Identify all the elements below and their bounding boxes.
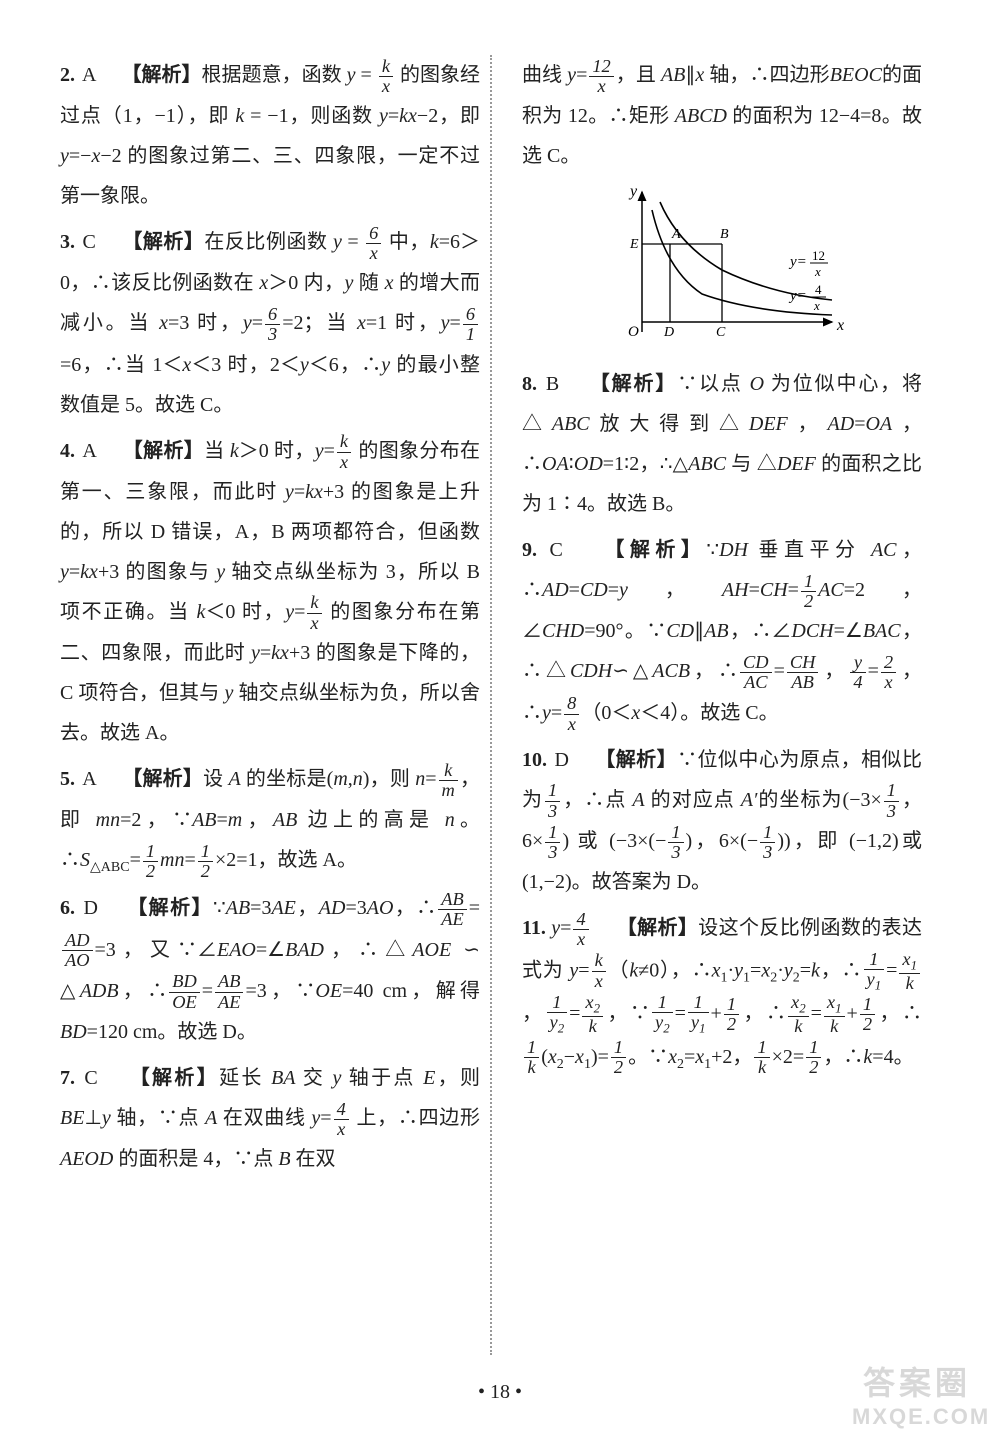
item-2: 2. A 【解析】根据题意，函数 y = kx 的图象经过点（1，−1），即 k… [60, 55, 480, 216]
item-number: 11. [522, 917, 546, 939]
page-content: 2. A 【解析】根据题意，函数 y = kx 的图象经过点（1，−1），即 k… [60, 55, 940, 1355]
item-number: 4. [60, 440, 75, 462]
item-answer: C [550, 539, 563, 561]
svg-text:x: x [836, 317, 844, 334]
svg-text:y: y [628, 183, 638, 200]
item-answer: A [82, 64, 96, 86]
item-number: 6. [60, 897, 75, 919]
item-answer: C [84, 1067, 97, 1089]
watermark-bottom: MXQE.COM [852, 1404, 982, 1430]
item-9: 9. C 【解析】∵DH 垂直平分 AC，∴AD=CD=y，AH=CH=12AC… [522, 530, 922, 734]
analysis-tag: 【解析】 [123, 440, 204, 462]
item-11: 11. y=4x 【解析】设这个反比例函数的表达式为 y=kx（k≠0），∴x1… [522, 908, 922, 1078]
item-number: 9. [522, 539, 537, 561]
item-number: 5. [60, 768, 75, 790]
item-5: 5. A 【解析】设 A 的坐标是(m,n)，则 n=km，即 mn=2，∵AB… [60, 759, 480, 882]
analysis-tag: 【解析】 [122, 231, 204, 253]
svg-text:D: D [663, 325, 674, 340]
item-10: 10. D 【解析】∵位似中心为原点，相似比为13，∴点 A 的对应点 A′的坐… [522, 740, 922, 902]
item-answer: C [83, 231, 96, 253]
item-answer: A [82, 768, 96, 790]
watermark: 答案圈 MXQE.COM [852, 1358, 982, 1430]
svg-text:B: B [720, 227, 729, 242]
item-7: 7. C 【解析】延长 BA 交 y 轴于点 E，则 BE⊥y 轴，∵点 A 在… [60, 1058, 480, 1179]
watermark-top: 答案圈 [852, 1358, 982, 1404]
svg-text:4: 4 [815, 282, 822, 297]
svg-text:y=: y= [788, 288, 807, 304]
item-6: 6. D 【解析】∵AB=3AE，AD=3AO，∴ABAE=ADAO=3，又∵∠… [60, 888, 480, 1052]
item-4: 4. A 【解析】当 k＞0 时，y=kx 的图象分布在第一、三象限，而此时 y… [60, 431, 480, 753]
item-number: 3. [60, 231, 75, 253]
right-column: 曲线 y=12x，且 AB∥x 轴，∴四边形BEOC的面积为 12。∴矩形 AB… [492, 55, 922, 1355]
item-number: 7. [60, 1067, 75, 1089]
svg-text:12: 12 [812, 248, 825, 263]
analysis-tag: 【解析】 [590, 373, 677, 395]
item-8: 8. B 【解析】∵以点 O 为位似中心，将△ABC放大得到△DEF，AD=OA… [522, 364, 922, 524]
analysis-tag: 【解析】 [122, 768, 203, 790]
svg-text:C: C [716, 325, 726, 340]
analysis-tag: 【解析】 [130, 1067, 219, 1089]
analysis-tag: 【解析】 [617, 917, 699, 939]
svg-text:x: x [813, 298, 820, 313]
svg-text:A: A [671, 227, 681, 242]
item-answer: A [82, 440, 96, 462]
left-column: 2. A 【解析】根据题意，函数 y = kx 的图象经过点（1，−1），即 k… [60, 55, 490, 1355]
page-footer: • 18 • [0, 1381, 1000, 1404]
page-number: • 18 • [478, 1381, 522, 1403]
analysis-tag: 【解析】 [604, 539, 706, 561]
figure-hyperbola: x y O E A B D C y= 12 x y= 4 x [592, 182, 852, 352]
item-number: 10. [522, 749, 547, 771]
item-answer: D [554, 749, 568, 771]
analysis-tag: 【解析】 [595, 749, 677, 771]
svg-text:E: E [629, 237, 639, 252]
analysis-tag: 【解析】 [122, 64, 202, 86]
item-3: 3. C 【解析】在反比例函数 y = 6x 中，k=6＞0，∴该反比例函数在 … [60, 222, 480, 424]
svg-text:y=: y= [788, 254, 807, 270]
item-7-cont: 曲线 y=12x，且 AB∥x 轴，∴四边形BEOC的面积为 12。∴矩形 AB… [522, 55, 922, 176]
analysis-tag: 【解析】 [127, 897, 213, 919]
svg-text:x: x [814, 264, 821, 279]
item-answer: y [551, 917, 560, 939]
item-answer: D [83, 897, 97, 919]
item-number: 2. [60, 64, 75, 86]
item-number: 8. [522, 373, 537, 395]
svg-text:O: O [628, 324, 639, 340]
item-answer: B [546, 373, 559, 395]
